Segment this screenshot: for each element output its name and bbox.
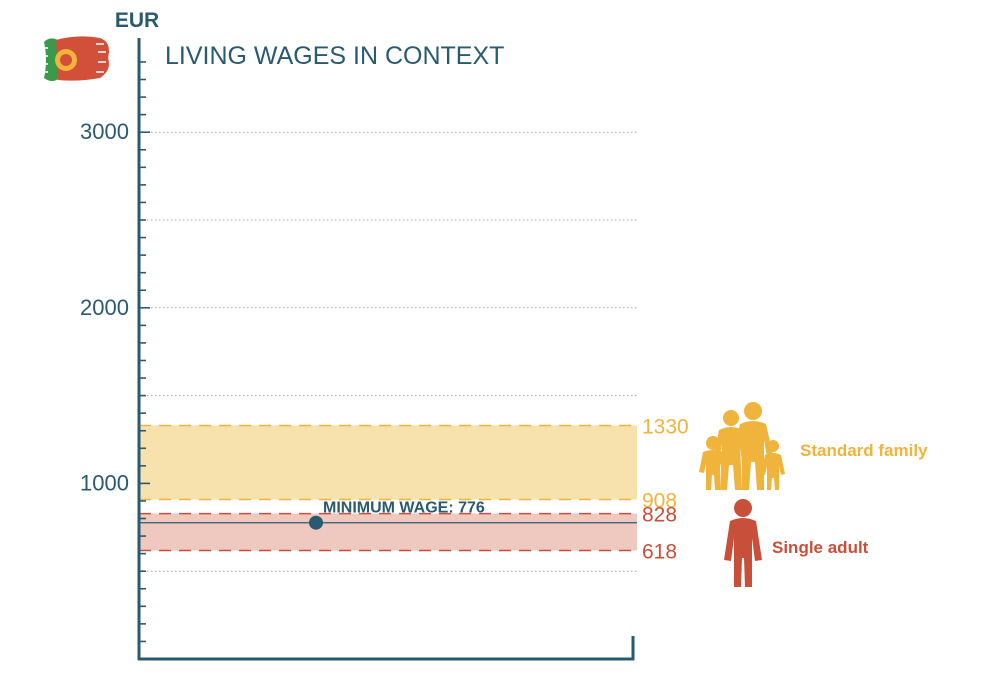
band-fill [139,425,637,500]
band-high-label: 828 [642,504,677,527]
single-legend-label: Single adult [772,538,869,557]
range-bands [139,424,637,552]
y-axis-unit: EUR [115,9,159,32]
band-high-label: 1330 [642,415,689,438]
axes [137,38,635,661]
minimum-wage-dot [309,515,323,530]
single-adult-icon [724,499,762,587]
family-icon [699,402,785,490]
chart-title: LIVING WAGES IN CONTEXT [165,42,504,70]
y-tick-label: 1000 [80,470,129,495]
portugal-flag-icon [44,36,109,81]
y-tick-label: 2000 [80,295,129,320]
family-legend-label: Standard family [800,441,928,460]
minimum-wage-marker: MINIMUM WAGE: 776 [139,500,637,530]
band-low-label: 908 [642,490,677,513]
y-tick-labels: 1000 2000 3000 [80,119,129,495]
band-fill [139,513,637,551]
band-low-label: 618 [642,540,677,563]
minimum-wage-label: MINIMUM WAGE: 776 [323,500,485,517]
y-axis-ticks [139,61,150,643]
y-tick-label: 3000 [80,119,129,144]
